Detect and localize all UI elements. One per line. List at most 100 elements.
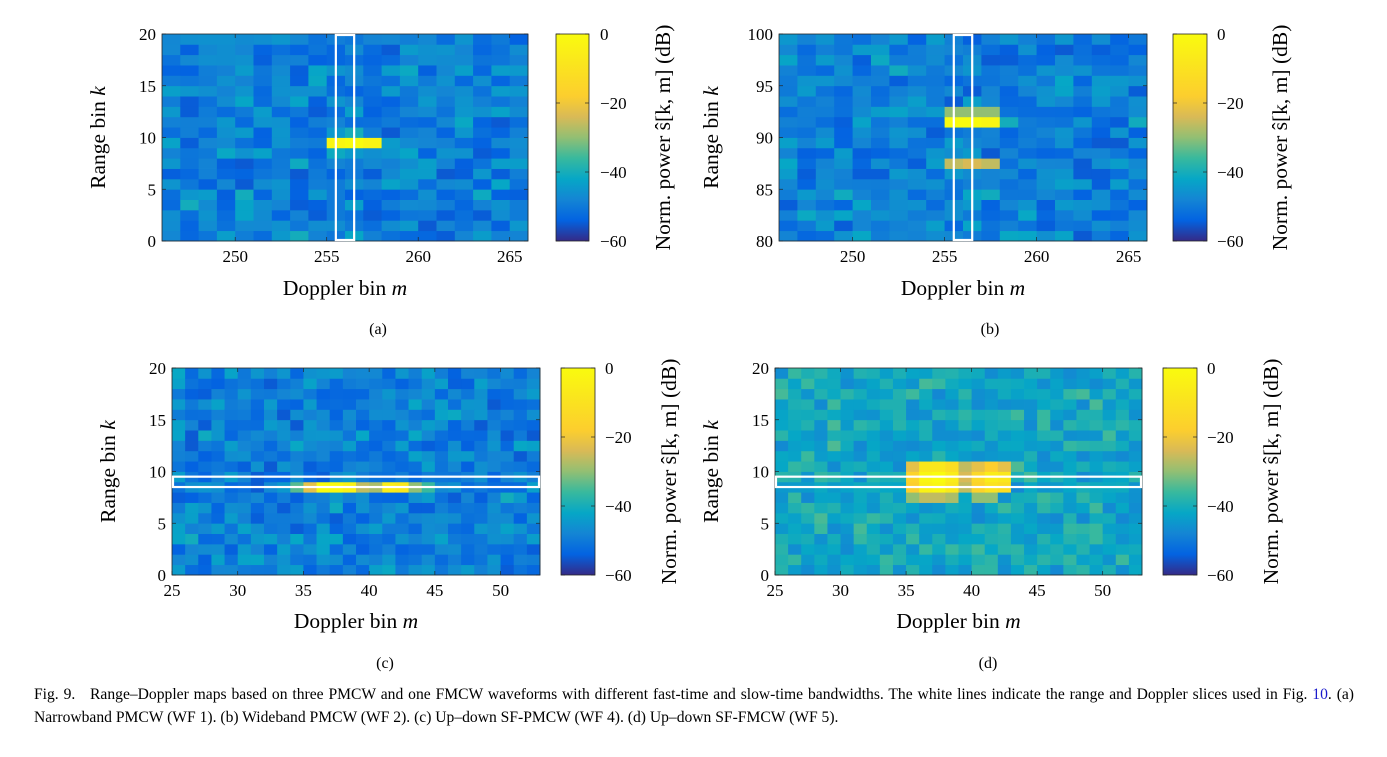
heatmap-cell bbox=[853, 378, 868, 390]
heatmap-cell bbox=[1024, 512, 1038, 524]
heatmap-cell bbox=[264, 378, 278, 390]
heatmap-cell bbox=[290, 564, 304, 576]
heatmap-cell bbox=[185, 523, 199, 534]
heatmap-cell bbox=[381, 147, 401, 159]
heatmap-cell bbox=[866, 409, 881, 421]
heatmap-cell bbox=[316, 388, 331, 400]
heatmap-cell bbox=[224, 409, 239, 421]
heatmap-cell bbox=[491, 96, 511, 107]
heatmap-cell bbox=[395, 440, 409, 452]
heatmap-cell bbox=[418, 106, 437, 118]
heatmap-cell bbox=[408, 399, 423, 410]
heatmap-cell bbox=[1076, 450, 1090, 462]
heatmap-cell bbox=[779, 199, 798, 211]
heatmap-cell bbox=[198, 440, 212, 452]
heatmap-cell bbox=[316, 492, 331, 503]
heatmap-cell bbox=[434, 378, 449, 390]
heatmap-cell bbox=[852, 85, 872, 97]
heatmap-cell bbox=[421, 554, 436, 566]
caption-figure-link[interactable]: 10 bbox=[1312, 686, 1328, 703]
y-tick-label: 10 bbox=[149, 463, 166, 482]
heatmap-cell bbox=[381, 158, 401, 169]
heatmap-cell bbox=[797, 106, 817, 118]
heatmap-cell bbox=[1110, 34, 1129, 45]
heatmap-cell bbox=[180, 85, 199, 97]
heatmap-cell bbox=[474, 554, 488, 566]
heatmap-cell bbox=[308, 220, 328, 232]
heatmap-cell bbox=[879, 512, 894, 524]
heatmap-cell bbox=[290, 106, 309, 118]
heatmap-cell bbox=[1055, 54, 1074, 66]
heatmap-cell bbox=[198, 430, 212, 441]
heatmap-cell bbox=[399, 189, 419, 200]
heatmap-cell bbox=[356, 430, 370, 441]
heatmap-cell bbox=[526, 543, 541, 555]
heatmap-cell bbox=[871, 178, 890, 190]
heatmap-cell bbox=[381, 127, 401, 138]
heatmap-cell bbox=[1076, 523, 1090, 534]
heatmap-cell bbox=[1063, 523, 1077, 534]
heatmap-cell bbox=[1110, 220, 1129, 232]
heatmap-cell bbox=[198, 127, 218, 138]
heatmap-cell bbox=[999, 34, 1019, 45]
heatmap-cell bbox=[303, 523, 317, 534]
heatmap-cell bbox=[172, 554, 186, 566]
heatmap-cell bbox=[303, 399, 317, 410]
heatmap-cell bbox=[461, 409, 475, 421]
heatmap-cell bbox=[1076, 543, 1090, 555]
heatmap-cell bbox=[162, 54, 181, 66]
heatmap-cell bbox=[180, 96, 199, 107]
heatmap-cell bbox=[907, 85, 927, 97]
heatmap-cell bbox=[815, 147, 835, 159]
heatmap-cell bbox=[461, 430, 475, 441]
heatmap-cell bbox=[277, 409, 291, 421]
heatmap-cell bbox=[237, 554, 252, 566]
heatmap-cell bbox=[801, 543, 815, 555]
heatmap-cell bbox=[303, 533, 317, 545]
heatmap-cell bbox=[1089, 368, 1104, 379]
heatmap-cell bbox=[211, 461, 225, 472]
heatmap-cell bbox=[1063, 450, 1077, 462]
heatmap-cell bbox=[853, 409, 868, 421]
y-axis-label: Range bin k bbox=[86, 86, 110, 189]
heatmap-cell bbox=[1128, 65, 1148, 76]
heatmap-cell bbox=[779, 65, 798, 76]
heatmap-cell bbox=[932, 523, 946, 534]
heatmap-cell bbox=[1055, 199, 1074, 211]
heatmap-cell bbox=[162, 147, 181, 159]
heatmap-cell bbox=[198, 220, 218, 232]
heatmap-cell bbox=[224, 419, 239, 431]
heatmap-cell bbox=[984, 430, 999, 441]
heatmap-cell bbox=[421, 368, 436, 379]
heatmap-cell bbox=[1076, 554, 1090, 566]
heatmap-cell bbox=[395, 533, 409, 545]
heatmap-cell bbox=[198, 34, 218, 45]
heatmap-cell bbox=[473, 220, 492, 232]
heatmap-cells bbox=[779, 34, 1148, 242]
heatmap-cell bbox=[834, 168, 853, 180]
heatmap-cell bbox=[984, 461, 999, 472]
heatmap-cell bbox=[329, 388, 344, 400]
heatmap-cell bbox=[198, 230, 218, 242]
heatmap-cell bbox=[316, 512, 331, 524]
heatmap-cell bbox=[474, 388, 488, 400]
heatmap-cell bbox=[1036, 106, 1056, 118]
heatmap-cell bbox=[454, 199, 474, 211]
heatmap-cell bbox=[162, 65, 181, 76]
heatmap-cell bbox=[889, 199, 909, 211]
heatmap-cell bbox=[907, 106, 927, 118]
heatmap-cell bbox=[395, 502, 409, 514]
heatmap-cell bbox=[775, 440, 789, 452]
heatmap-cell bbox=[907, 44, 927, 56]
heatmap-cell bbox=[852, 106, 872, 118]
heatmap-cell bbox=[180, 75, 199, 87]
heatmap-cell bbox=[801, 368, 815, 379]
heatmap-cell bbox=[162, 127, 181, 138]
heatmap-cell bbox=[381, 54, 401, 66]
heatmap-cell bbox=[1091, 85, 1111, 97]
heatmap-cell bbox=[775, 523, 789, 534]
heatmap-cell bbox=[271, 85, 291, 97]
heatmap-cell bbox=[418, 230, 437, 242]
heatmap-cell bbox=[395, 409, 409, 421]
heatmap-cell bbox=[277, 533, 291, 545]
